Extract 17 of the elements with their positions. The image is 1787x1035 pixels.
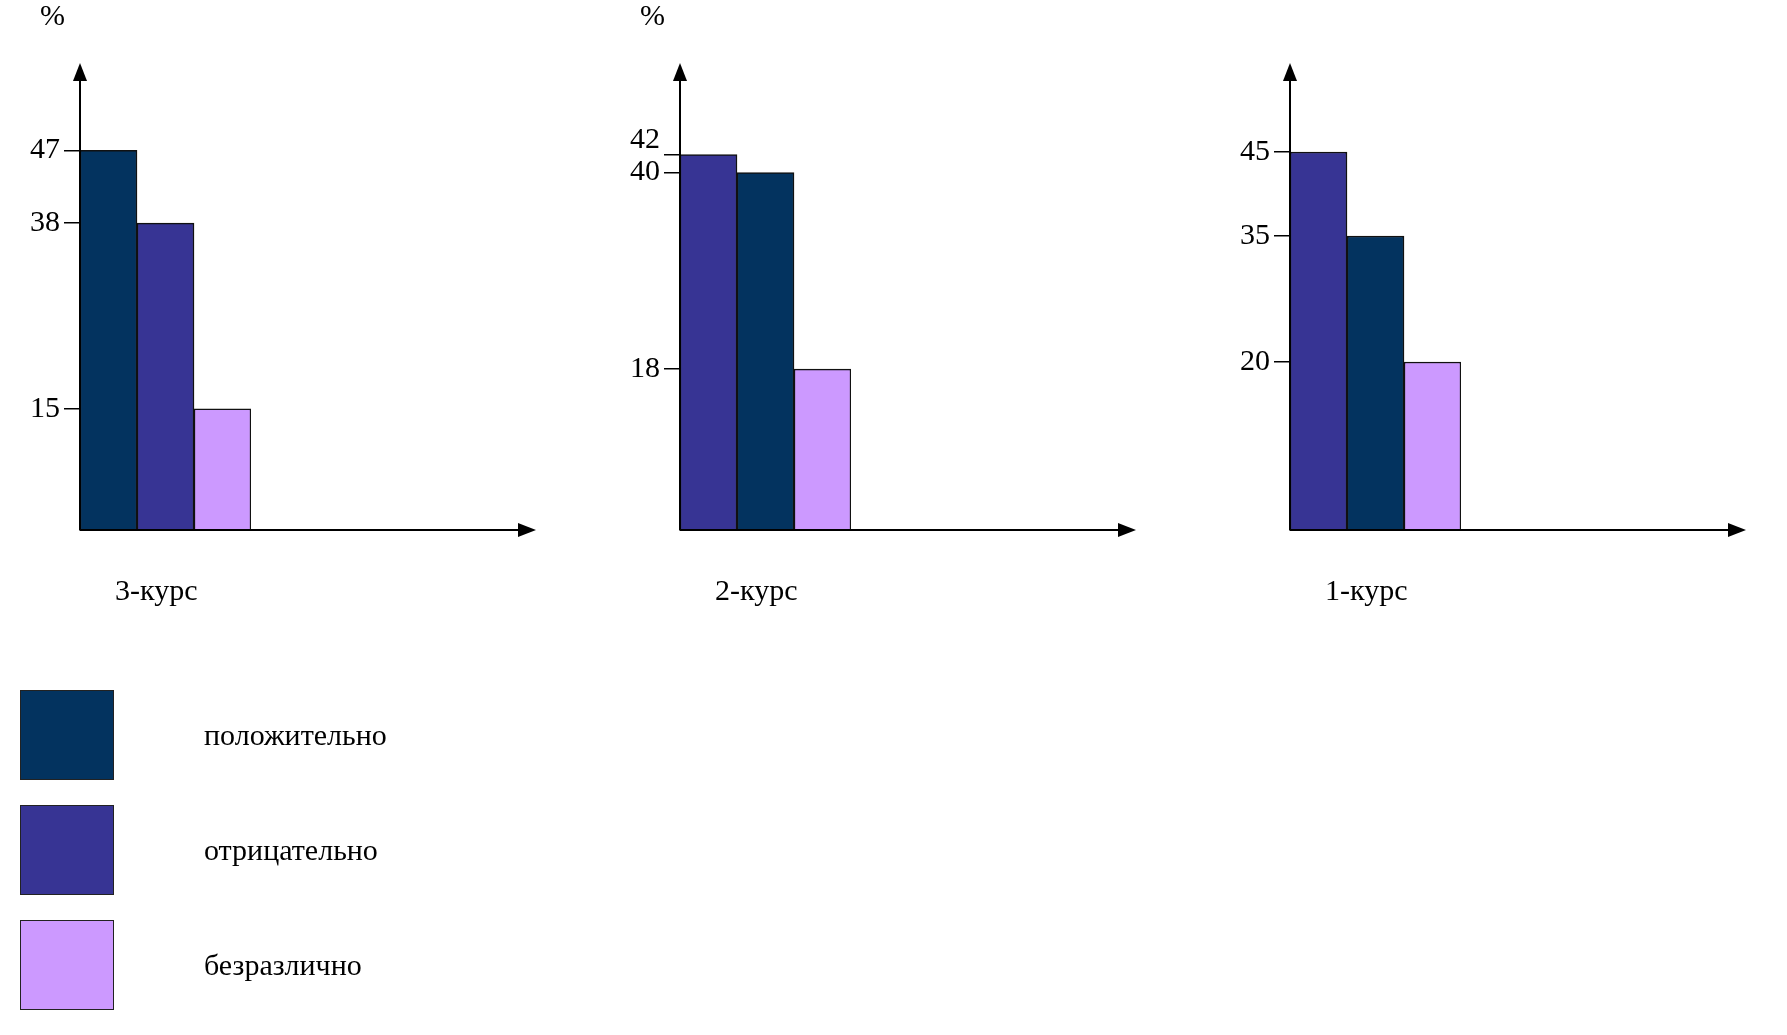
x-axis-title: 2-курс xyxy=(715,573,798,606)
x-axis-title: 1-курс xyxy=(1325,573,1408,606)
y-tick-label: 47 xyxy=(30,131,60,165)
y-tick-label: 18 xyxy=(630,350,660,384)
y-axis-title: % xyxy=(640,0,665,31)
y-tick-label: 15 xyxy=(30,389,60,423)
y-tick-label: 45 xyxy=(1240,132,1270,166)
text: отрицательно xyxy=(204,833,378,867)
text: безразлично xyxy=(204,948,362,982)
text: положительно xyxy=(204,718,387,752)
y-tick-label: 38 xyxy=(30,203,60,237)
y-tick-label: 40 xyxy=(630,153,660,187)
x-axis-title: 3-курс xyxy=(115,573,198,606)
y-tick-label: 20 xyxy=(1240,342,1270,376)
y-axis-title: % xyxy=(40,0,65,31)
y-tick-label: 35 xyxy=(1240,216,1270,250)
y-tick-label: 42 xyxy=(630,121,660,155)
